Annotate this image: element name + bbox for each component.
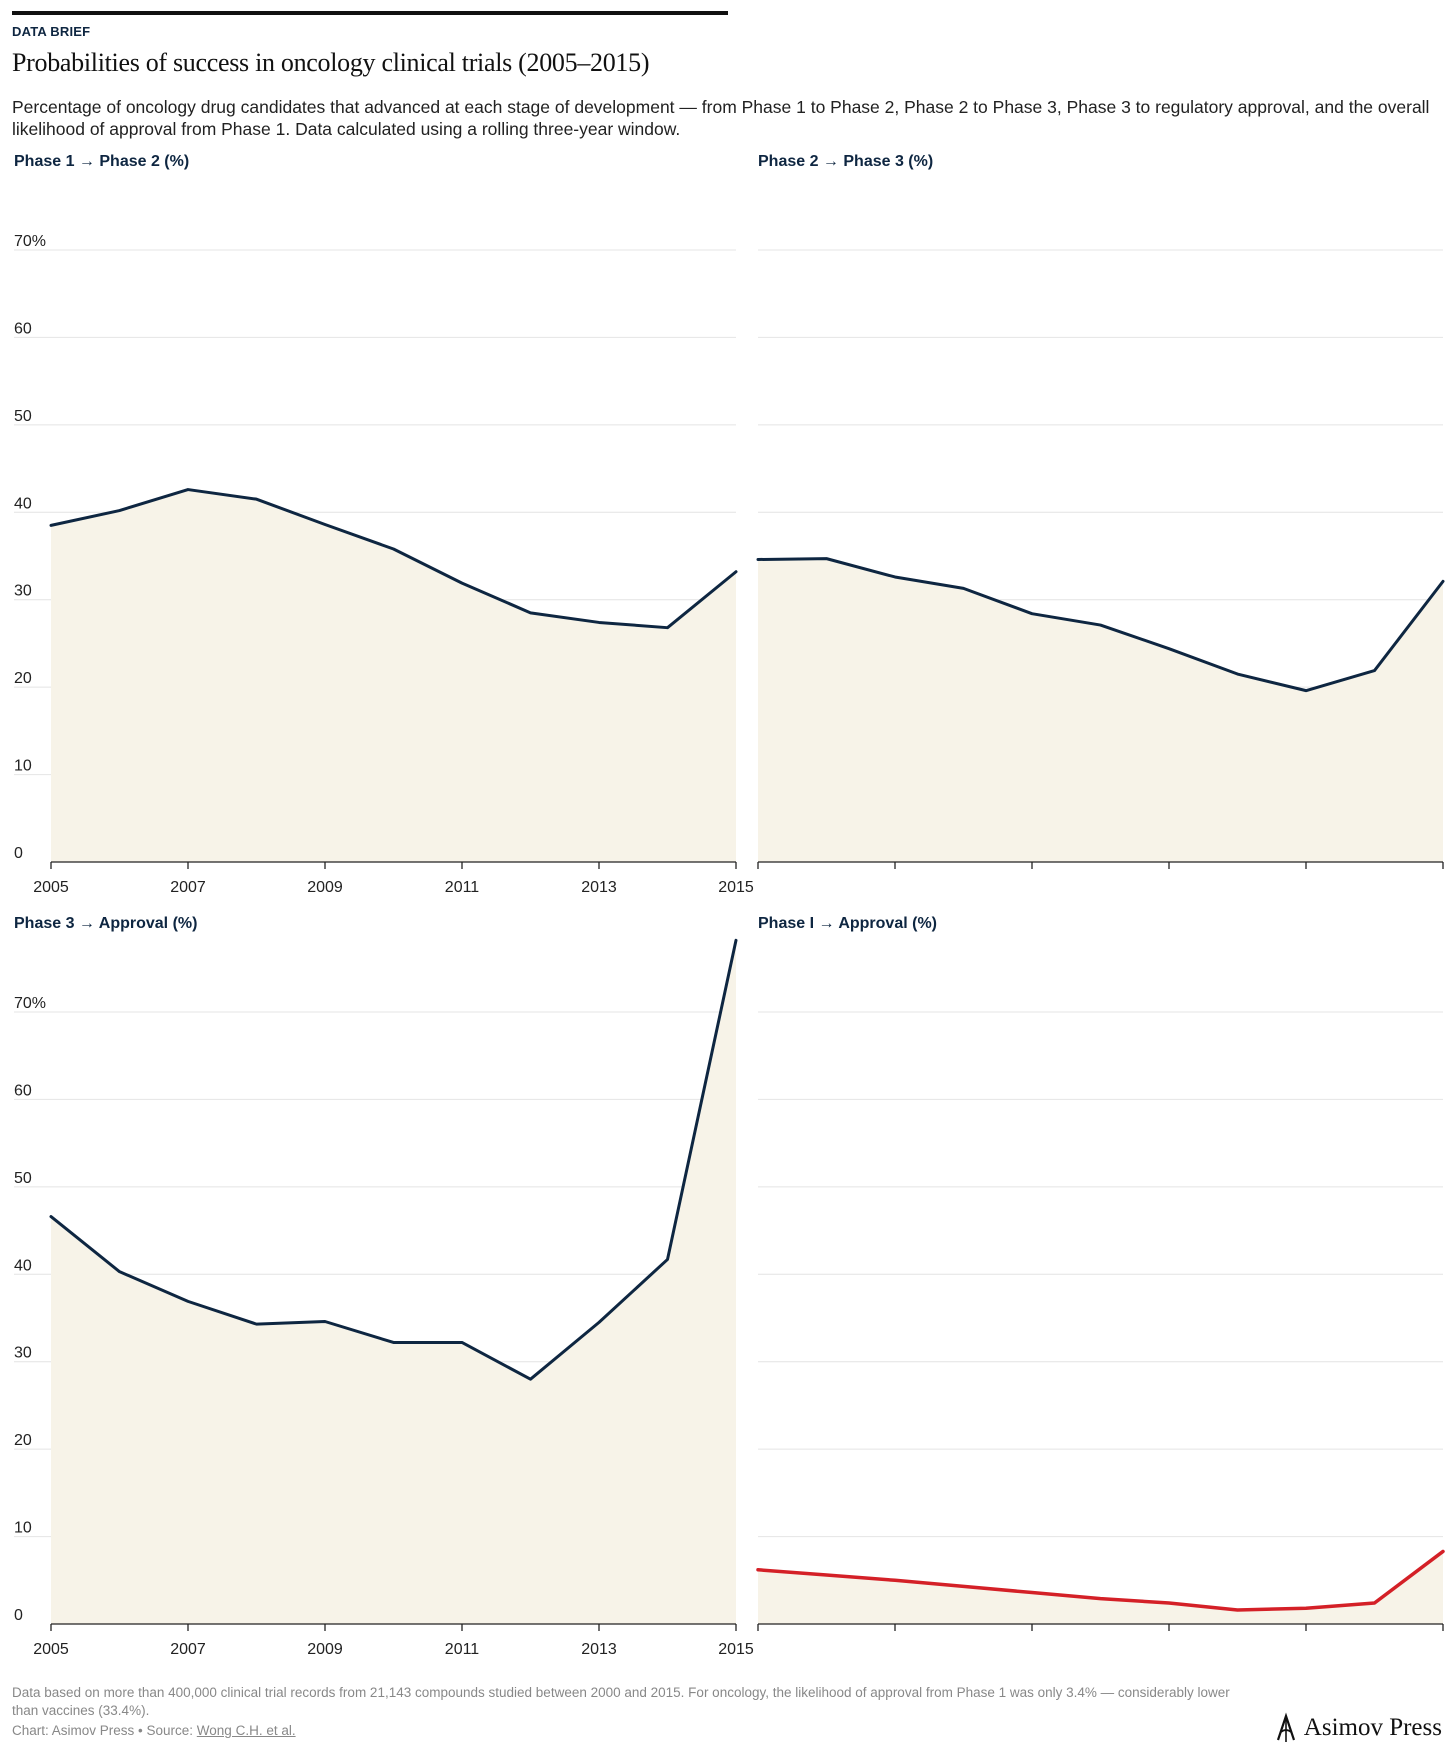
x-tick-label: 2009: [307, 1641, 343, 1658]
panel-title-phase1-approval: Phase I → Approval (%): [758, 915, 937, 932]
y-tick-label: 10: [14, 758, 32, 775]
y-tick-label: 40: [14, 495, 32, 512]
y-tick-label: 40: [14, 1257, 32, 1274]
y-tick-label: 50: [14, 1170, 32, 1187]
y-tick-label: 60: [14, 320, 32, 337]
x-tick-label: 2013: [581, 879, 617, 896]
series-line-3: [49, 938, 738, 1381]
page-title: Probabilities of success in oncology cli…: [12, 48, 650, 77]
y-tick-label: 70%: [14, 995, 46, 1012]
y-tick-label: 30: [14, 1345, 32, 1362]
footer-note: Data based on more than 400,000 clinical…: [12, 1685, 1230, 1718]
y-tick-label: 0: [14, 1607, 23, 1624]
y-tick-label: 20: [14, 670, 32, 687]
y-tick-label: 50: [14, 408, 32, 425]
source-link[interactable]: Wong C.H. et al.: [196, 1723, 296, 1738]
panel-title-phase1-phase2: Phase 1 → Phase 2 (%): [14, 153, 190, 170]
x-tick-label: 2005: [33, 879, 69, 896]
x-tick-label: 2005: [33, 1641, 69, 1658]
x-tick-label: 2011: [445, 1641, 480, 1658]
kicker: DATA BRIEF: [12, 24, 91, 39]
credit-prefix: Chart: Asimov Press • Source:: [12, 1723, 197, 1738]
panel-title-phase2-phase3: Phase 2 → Phase 3 (%): [758, 153, 934, 170]
series-line-4: [756, 1549, 1445, 1612]
footer-credit: Chart: Asimov Press • Source: Wong C.H. …: [12, 1723, 296, 1738]
page-subtitle: Percentage of oncology drug candidates t…: [12, 97, 1430, 139]
x-tick-label: 2011: [445, 879, 480, 896]
top-rule: [12, 11, 728, 15]
x-tick-label: 2015: [718, 879, 754, 896]
asimov-logo-icon: [1276, 1712, 1295, 1742]
panel-title-phase3-approval: Phase 3 → Approval (%): [14, 915, 198, 932]
x-tick-label: 2007: [170, 1641, 206, 1658]
y-tick-label: 70%: [14, 233, 46, 250]
y-tick-label: 30: [14, 583, 32, 600]
publisher-logo: Asimov Press: [1274, 1712, 1442, 1744]
y-tick-label: 20: [14, 1432, 32, 1449]
x-tick-label: 2015: [718, 1641, 754, 1658]
area-fill-1: [51, 489, 736, 862]
area-fill-3: [51, 940, 736, 1624]
x-tick-label: 2013: [581, 1641, 617, 1658]
x-tick-label: 2009: [307, 879, 343, 896]
y-tick-label: 10: [14, 1520, 32, 1537]
area-fill-2: [758, 558, 1443, 862]
series-line-1: [49, 488, 738, 630]
y-tick-label: 0: [14, 845, 23, 862]
logo-text: Asimov Press: [1303, 1714, 1442, 1741]
series-line-2: [756, 557, 1445, 693]
y-tick-label: 60: [14, 1082, 32, 1099]
x-tick-label: 2007: [170, 879, 206, 896]
area-fill-4: [758, 1551, 1443, 1624]
